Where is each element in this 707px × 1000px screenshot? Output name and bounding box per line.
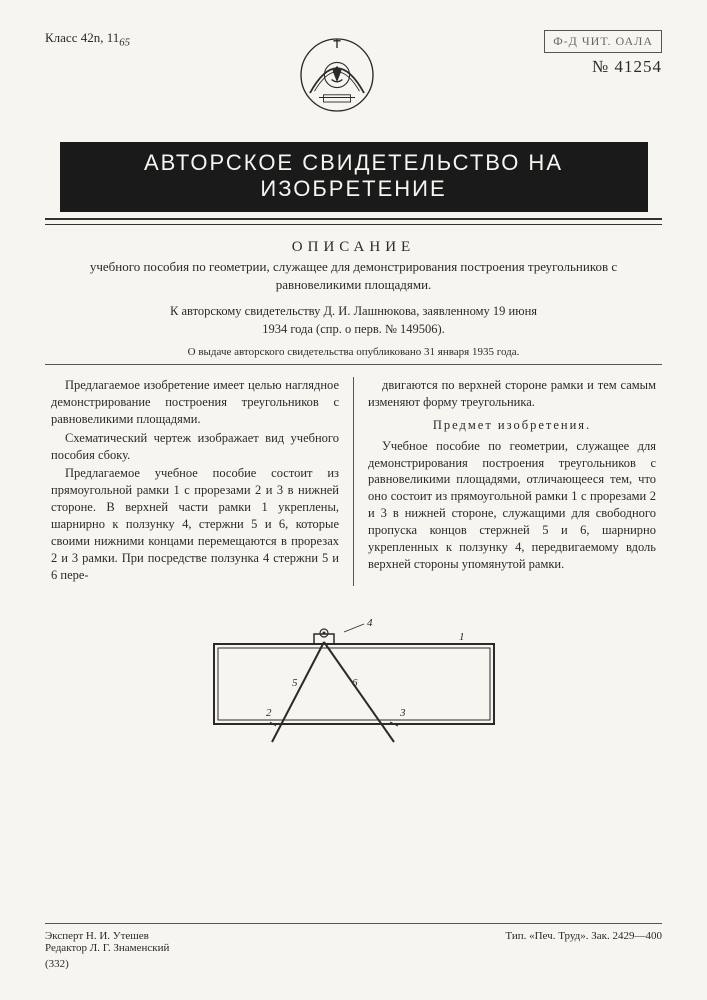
- fig-label-3: 3: [399, 707, 406, 719]
- left-para-2: Схематический чертеж изображает вид учеб…: [51, 430, 339, 464]
- patent-number: № 41254: [592, 57, 662, 76]
- patent-figure: 1 2 3 4 5 6: [194, 614, 514, 754]
- body-columns: Предлагаемое изобретение имеет целью наг…: [45, 377, 662, 586]
- footer-printer: Тип. «Печ. Труд». Зак. 2429—400: [505, 930, 662, 942]
- right-column: двигаются по верхней стороне рамки и тем…: [362, 377, 662, 586]
- fig-label-6: 6: [352, 677, 358, 689]
- footer-expert: Эксперт Н. И. Утешев: [45, 930, 149, 942]
- author-line-1: К авторскому свидетельству Д. И. Лашнюко…: [170, 304, 537, 318]
- title-band: АВТОРСКОЕ СВИДЕТЕЛЬСТВО НА ИЗОБРЕТЕНИЕ: [60, 142, 648, 212]
- left-para-1: Предлагаемое изобретение имеет целью наг…: [51, 377, 339, 428]
- figure-wrap: 1 2 3 4 5 6: [45, 614, 662, 759]
- fig-label-4: 4: [367, 617, 373, 629]
- footer-editor: Редактор Л. Г. Знаменский: [45, 942, 662, 954]
- footer-rule: [45, 923, 662, 924]
- state-emblem-icon: [292, 30, 382, 120]
- emblem-wrap: [292, 30, 382, 124]
- left-para-3: Предлагаемое учебное пособие состоит из …: [51, 465, 339, 583]
- description-head: ОПИСАНИЕ: [45, 239, 662, 256]
- fig-label-2: 2: [266, 707, 272, 719]
- left-column: Предлагаемое изобретение имеет целью наг…: [45, 377, 345, 586]
- publication-line: О выдаче авторского свидетельства опубли…: [45, 346, 662, 358]
- class-label: Класс 42n, 1165: [45, 30, 130, 49]
- column-separator: [353, 377, 354, 586]
- fig-label-1: 1: [459, 631, 465, 643]
- thin-rule: [45, 364, 662, 365]
- library-stamp: Ф-Д ЧИТ. ОАЛА: [544, 30, 662, 53]
- right-para-2: Учебное пособие по геометрии, служащее д…: [368, 438, 656, 573]
- right-para-1: двигаются по верхней стороне рамки и тем…: [368, 377, 656, 411]
- title-band-wrap: АВТОРСКОЕ СВИДЕТЕЛЬСТВО НА ИЗОБРЕТЕНИЕ: [45, 142, 662, 212]
- class-sub: 65: [119, 37, 130, 49]
- author-line-2: 1934 года (спр. о перв. № 149506).: [262, 322, 445, 336]
- footer-code: (332): [45, 958, 662, 970]
- class-text: Класс 42n, 11: [45, 30, 119, 45]
- description-subtitle: учебного пособия по геометрии, служащее …: [75, 258, 632, 293]
- header-row: Класс 42n, 1165 Ф-Д ЧИТ. ОАЛА № 41254: [45, 30, 662, 124]
- page: Класс 42n, 1165 Ф-Д ЧИТ. ОАЛА № 41254 АВ…: [0, 0, 707, 1000]
- author-line: К авторскому свидетельству Д. И. Лашнюко…: [45, 303, 662, 338]
- double-rule: [45, 218, 662, 225]
- footer: Эксперт Н. И. Утешев Тип. «Печ. Труд». З…: [45, 923, 662, 970]
- claims-head: Предмет изобретения.: [368, 417, 656, 434]
- fig-label-5: 5: [292, 677, 298, 689]
- footer-row-1: Эксперт Н. И. Утешев Тип. «Печ. Труд». З…: [45, 930, 662, 942]
- header-right: Ф-Д ЧИТ. ОАЛА № 41254: [544, 30, 662, 77]
